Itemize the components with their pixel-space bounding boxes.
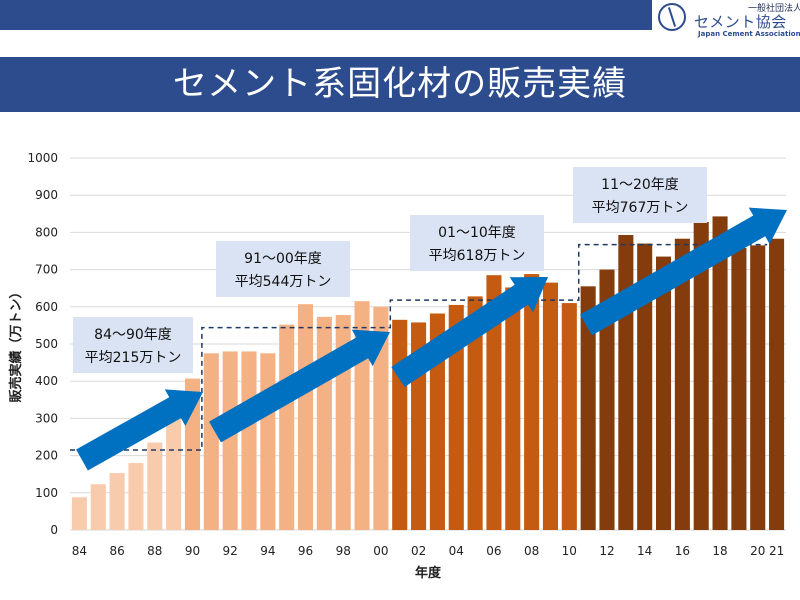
period-callout-average: 平均618万トン (429, 248, 526, 264)
x-tick-label: 92 (223, 544, 238, 558)
bar-11 (580, 286, 596, 530)
bar-07 (505, 287, 521, 530)
bar-06 (486, 275, 502, 530)
x-tick-label: 08 (524, 544, 539, 558)
growth-arrow-icon (76, 389, 203, 471)
bar-19 (731, 248, 747, 531)
bar-10 (561, 303, 577, 530)
period-callout-range: 91〜00年度 (244, 251, 322, 267)
bar-85 (90, 484, 106, 530)
bar-84 (71, 497, 87, 530)
x-tick-label: 04 (449, 544, 464, 558)
bar-93 (241, 351, 257, 530)
period-average-step-line (70, 243, 768, 451)
period-callout-range: 84〜90年度 (94, 327, 172, 343)
bar-95 (279, 324, 295, 530)
x-tick-label: 06 (486, 544, 501, 558)
period-callout-range: 01〜10年度 (438, 225, 516, 241)
x-tick-label: 02 (411, 544, 426, 558)
y-tick-label: 800 (35, 225, 58, 239)
growth-arrow-icon (580, 207, 787, 336)
bar-89 (166, 418, 182, 530)
x-tick-label: 16 (675, 544, 690, 558)
x-tick-label: 14 (637, 544, 652, 558)
period-callout-average: 平均767万トン (592, 200, 689, 216)
bar-13 (618, 235, 634, 530)
x-tick-label: 12 (599, 544, 614, 558)
x-tick-label: 18 (712, 544, 727, 558)
period-callout-box (573, 167, 707, 223)
bar-01 (392, 319, 408, 530)
bar-04 (448, 304, 464, 530)
page-title: セメント系固化材の販売実績 (172, 64, 628, 104)
x-tick-label: 88 (147, 544, 162, 558)
y-axis-ticks: 0 100 200 300 400 500 600 700 800 900 1000 (27, 151, 58, 537)
bar-94 (260, 353, 276, 530)
period-callout-box (216, 241, 350, 297)
bar-15 (655, 256, 672, 530)
y-tick-label: 200 (35, 449, 58, 463)
period-average-lines (70, 243, 768, 451)
bar-92 (222, 351, 238, 530)
growth-arrow-icon (391, 277, 548, 387)
period-callout-box (410, 215, 544, 271)
growth-arrow-icon (209, 329, 390, 443)
period-callout-average: 平均544万トン (235, 274, 332, 290)
x-axis-title: 年度 (415, 565, 442, 581)
bar-00 (373, 306, 389, 530)
bar-12 (599, 269, 615, 530)
title-bar: セメント系固化材の販売実績 (0, 57, 800, 112)
y-tick-label: 600 (35, 300, 58, 314)
bar-16 (674, 238, 690, 530)
bar-20 (750, 245, 766, 531)
bar-05 (467, 296, 483, 530)
y-tick-label: 1000 (27, 151, 58, 165)
x-tick-label: 90 (185, 544, 200, 558)
logo-org-name-en: Japan Cement Association (698, 30, 800, 38)
bar-08 (524, 274, 540, 530)
y-tick-label: 700 (35, 263, 58, 277)
y-tick-label: 400 (35, 374, 58, 388)
x-tick-label: 10 (562, 544, 577, 558)
y-tick-label: 500 (35, 337, 58, 351)
x-tick-label: 21 (769, 544, 784, 558)
x-tick-label: 96 (298, 544, 313, 558)
x-tick-label: 98 (336, 544, 351, 558)
bar-96 (297, 304, 314, 530)
bar-09 (542, 282, 559, 530)
y-tick-label: 100 (35, 486, 58, 500)
growth-arrows (76, 207, 787, 471)
bar-97 (316, 316, 332, 530)
bar-14 (637, 243, 653, 530)
logo-org-kicker: 一般社団法人 (748, 4, 800, 14)
x-tick-label: 86 (109, 544, 124, 558)
y-tick-label: 0 (50, 523, 58, 537)
period-callout-average: 平均215万トン (85, 350, 182, 366)
bar-21 (769, 238, 785, 530)
bar-18 (712, 216, 728, 530)
logo-emblem-icon (658, 3, 686, 31)
bar-91 (203, 353, 219, 530)
y-axis-title: 販売実績（万トン） (8, 285, 24, 402)
x-tick-label: 00 (373, 544, 388, 558)
period-callout-box (73, 317, 193, 373)
bar-87 (128, 463, 144, 530)
x-axis-ticks: 84 86 88 90 92 94 96 98 00 02 04 06 08 10 12 14 16 18 20 21 (72, 544, 784, 558)
x-tick-label: 94 (260, 544, 275, 558)
x-tick-label: 20 (750, 544, 765, 558)
y-tick-label: 900 (35, 188, 58, 202)
bar-17 (693, 221, 709, 530)
period-callout-range: 11〜20年度 (601, 177, 679, 193)
x-tick-label: 84 (72, 544, 87, 558)
bar-86 (109, 473, 125, 530)
organization-logo: 一般社団法人 セメント協会 Japan Cement Association (652, 0, 800, 42)
bar-88 (147, 442, 163, 530)
logo-org-name: セメント協会 (694, 13, 787, 31)
y-tick-label: 300 (35, 411, 58, 425)
